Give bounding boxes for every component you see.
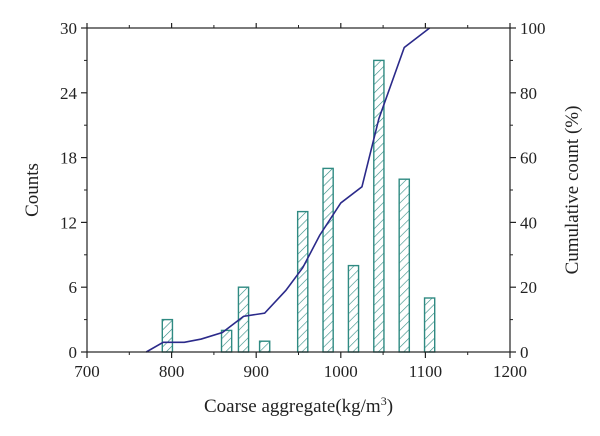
- y2-axis-label: Cumulative count (%): [562, 106, 583, 275]
- bar-1: [220, 329, 233, 353]
- x-axis-label-superscript: 3: [381, 394, 387, 408]
- x-axis-label-suffix: ): [387, 396, 393, 417]
- y2-tick-label: 100: [520, 19, 546, 38]
- y-tick-label: 24: [60, 84, 78, 103]
- cumulative-line: [145, 27, 431, 353]
- bar-9: [423, 297, 436, 353]
- bar-8: [398, 178, 411, 353]
- bar-4: [296, 210, 309, 353]
- y-tick-label: 0: [69, 343, 78, 362]
- bar-0: [161, 318, 174, 353]
- y2-tick-label: 60: [520, 149, 537, 168]
- bars-layer: [161, 59, 436, 353]
- x-tick-label: 1200: [493, 362, 527, 381]
- x-tick-label: 1000: [324, 362, 358, 381]
- x-tick-label: 800: [159, 362, 185, 381]
- bar-6: [347, 264, 360, 353]
- y-tick-label: 30: [60, 19, 77, 38]
- y-axis-label: Counts: [22, 163, 43, 217]
- x-axis-label-main: Coarse aggregate(kg/m: [204, 396, 381, 417]
- y2-tick-label: 40: [520, 213, 537, 232]
- bar-7: [373, 59, 385, 353]
- x-tick-label: 700: [74, 362, 100, 381]
- x-axis-label: Coarse aggregate(kg/m3): [204, 394, 393, 417]
- y-tick-label: 18: [60, 149, 77, 168]
- y2-tick-label: 80: [520, 84, 537, 103]
- x-tick-label: 1100: [409, 362, 442, 381]
- y2-tick-label: 0: [520, 343, 529, 362]
- cumulative-line-layer: [145, 27, 431, 353]
- ticks-layer: 700 800 900 1000 1100 12000612182430020406080…: [60, 19, 546, 381]
- y2-tick-label: 20: [520, 278, 537, 297]
- bar-3: [258, 340, 271, 353]
- x-tick-label: 900: [243, 362, 269, 381]
- y-tick-label: 6: [69, 278, 78, 297]
- y-tick-label: 12: [60, 213, 77, 232]
- bar-5: [322, 167, 334, 353]
